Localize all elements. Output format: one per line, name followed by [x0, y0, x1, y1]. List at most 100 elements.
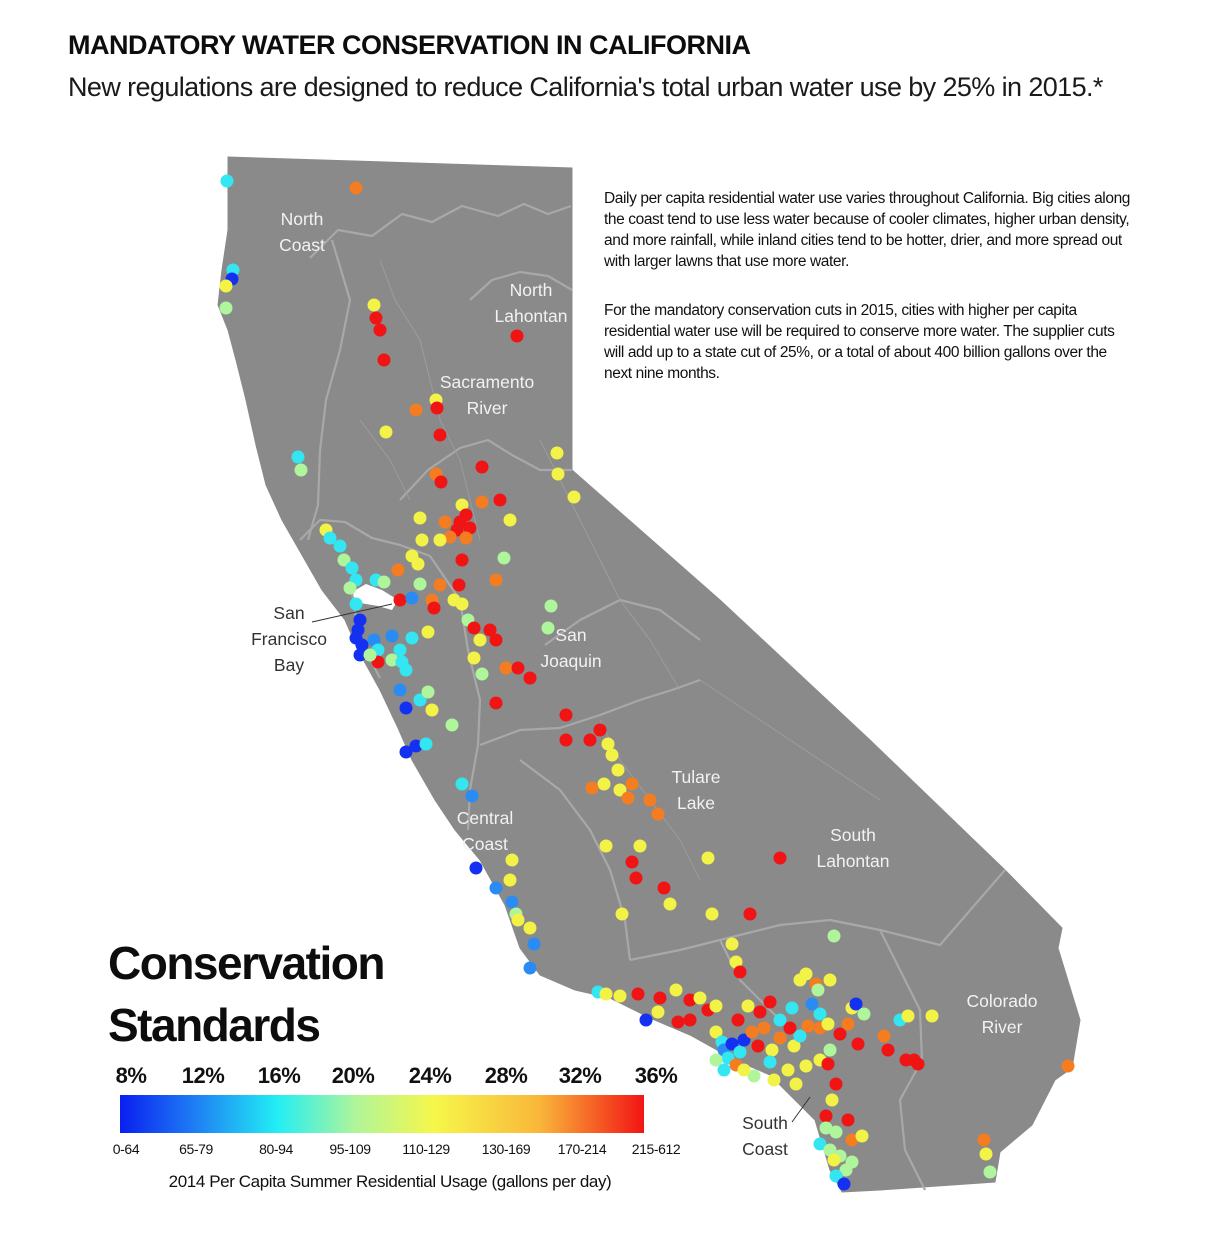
legend-axis-label: 2014 Per Capita Summer Residential Usage… — [168, 1172, 612, 1191]
supplier-dot — [747, 1069, 761, 1083]
supplier-dot — [753, 1005, 767, 1019]
supplier-dot — [663, 897, 677, 911]
supplier-dot — [683, 1013, 697, 1027]
supplier-dot — [757, 1021, 771, 1035]
supplier-dot — [291, 450, 305, 464]
supplier-dot — [413, 577, 427, 591]
supplier-dot — [467, 651, 481, 665]
supplier-dot — [511, 913, 525, 927]
supplier-dot — [653, 991, 667, 1005]
region-label-san-joaquin: San Joaquin — [540, 625, 602, 671]
supplier-dot — [901, 1009, 915, 1023]
supplier-dot — [393, 643, 407, 657]
supplier-dot — [447, 593, 461, 607]
supplier-dot — [355, 638, 369, 652]
legend-range-3: 95-109 — [329, 1141, 371, 1157]
supplier-dot — [430, 401, 444, 415]
supplier-dot — [475, 667, 489, 681]
supplier-dot — [455, 553, 469, 567]
supplier-dot — [550, 446, 564, 460]
supplier-dot — [393, 593, 407, 607]
supplier-dot — [445, 718, 459, 732]
supplier-dot — [405, 591, 419, 605]
supplier-dot — [523, 671, 537, 685]
water-supplier-dots — [219, 174, 1075, 1191]
supplier-dot — [433, 428, 447, 442]
legend-range-0: 0-64 — [112, 1141, 140, 1157]
supplier-dot — [409, 739, 423, 753]
supplier-dot — [813, 1137, 827, 1151]
region-label-colorado-river: Colorado River — [966, 991, 1038, 1037]
supplier-dot — [379, 425, 393, 439]
supplier-dot — [849, 997, 863, 1011]
supplier-dot — [783, 1021, 797, 1035]
supplier-dot — [827, 929, 841, 943]
info-paragraph-usage: Daily per capita residential water use v… — [604, 190, 1131, 270]
supplier-dot — [219, 301, 233, 315]
legend-percent-20: 20% — [331, 1063, 375, 1088]
region-label-tulare-lake: Tulare Lake — [671, 767, 721, 813]
supplier-dot — [799, 1059, 813, 1073]
legend-title: Conservation Standards — [108, 937, 385, 1051]
legend-color-scale — [120, 1095, 644, 1133]
supplier-dot — [789, 1077, 803, 1091]
supplier-dot — [731, 1013, 745, 1027]
supplier-dot — [839, 1163, 853, 1177]
supplier-dot — [489, 633, 503, 647]
supplier-dot — [1061, 1059, 1075, 1073]
supplier-dot — [745, 1025, 759, 1039]
supplier-dot — [393, 683, 407, 697]
region-label-central-coast: Central Coast — [456, 808, 514, 854]
region-label-sf-bay: San Francisco Bay — [251, 603, 327, 675]
supplier-dot — [399, 745, 413, 759]
page-subtitle: New regulations are designed to reduce C… — [68, 72, 1103, 102]
supplier-dot — [651, 1005, 665, 1019]
supplier-dot — [377, 353, 391, 367]
supplier-dot — [827, 1153, 841, 1167]
supplier-dot — [669, 983, 683, 997]
supplier-dot — [399, 701, 413, 715]
supplier-dot — [425, 703, 439, 717]
supplier-dot — [773, 1013, 787, 1027]
supplier-dot — [465, 789, 479, 803]
supplier-dot — [585, 781, 599, 795]
supplier-dot — [805, 997, 819, 1011]
supplier-dot — [333, 539, 347, 553]
supplier-dot — [323, 531, 337, 545]
legend-percent-32: 32% — [558, 1063, 602, 1088]
supplier-dot — [657, 881, 671, 895]
supplier-dot — [743, 907, 757, 921]
supplier-dot — [737, 1033, 751, 1047]
supplier-dot — [837, 1177, 851, 1191]
supplier-dot — [599, 987, 613, 1001]
supplier-dot — [793, 973, 807, 987]
supplier-dot — [413, 693, 427, 707]
region-label-sacramento-river: Sacramento River — [439, 372, 535, 418]
supplier-dot — [881, 1043, 895, 1057]
supplier-dot — [523, 921, 537, 935]
supplier-dot — [559, 708, 573, 722]
supplier-dot — [503, 873, 517, 887]
supplier-dot — [787, 1039, 801, 1053]
supplier-dot — [385, 629, 399, 643]
legend-percent-8: 8% — [115, 1063, 147, 1088]
supplier-dot — [733, 1045, 747, 1059]
supplier-dot — [473, 633, 487, 647]
supplier-dot — [391, 563, 405, 577]
supplier-dot — [499, 661, 513, 675]
supplier-dot — [829, 1169, 843, 1183]
supplier-dot — [651, 807, 665, 821]
region-label-north-coast: North Coast — [279, 209, 325, 255]
legend-percent-24: 24% — [408, 1063, 452, 1088]
supplier-dot — [823, 973, 837, 987]
supplier-dot — [613, 989, 627, 1003]
supplier-dot — [709, 999, 723, 1013]
supplier-dot — [510, 329, 524, 343]
supplier-dot — [353, 613, 367, 627]
legend-percent-12: 12% — [181, 1063, 225, 1088]
supplier-dot — [825, 1093, 839, 1107]
supplier-dot — [741, 999, 755, 1013]
supplier-dot — [405, 631, 419, 645]
supplier-dot — [527, 937, 541, 951]
supplier-dot — [821, 1017, 835, 1031]
